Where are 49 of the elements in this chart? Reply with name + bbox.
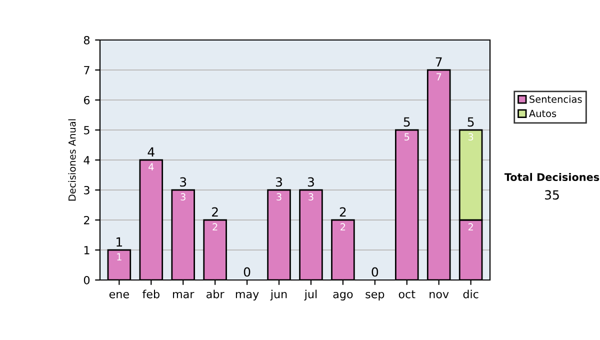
y-tick-label: 4 (84, 156, 90, 164)
y-tick-label: 3 (84, 186, 90, 194)
y-tick-label: 6 (84, 96, 90, 104)
y-tick-label: 8 (84, 36, 90, 44)
x-tick-label: ene (109, 292, 129, 298)
text: Total Decisiones (504, 172, 600, 182)
legend-label: Sentencias (530, 95, 582, 103)
x-tick-label: feb (142, 290, 160, 298)
y-tick-label: 2 (84, 216, 90, 224)
data-label: 2 (212, 223, 218, 230)
total-label: 2 (212, 207, 218, 216)
legend-label: Autos (529, 110, 556, 118)
data-label: 3 (308, 193, 314, 201)
total-label: 3 (180, 177, 186, 187)
x-tick-label: abr (206, 290, 224, 298)
total-label: 7 (436, 57, 442, 66)
data-label: 4 (148, 163, 154, 170)
total-label: 0 (244, 267, 250, 277)
data-label: 1 (117, 253, 122, 260)
total-label: 2 (340, 207, 346, 216)
data-label: 3 (468, 133, 474, 141)
x-tick-label: sep (366, 292, 384, 300)
total-label: 4 (148, 147, 154, 156)
y-axis-title: Decisiones Anual (68, 119, 76, 201)
data-label: 7 (436, 73, 442, 80)
data-label: 5 (404, 133, 410, 141)
x-tick-label: jul (304, 290, 317, 300)
total-label: 0 (372, 267, 378, 277)
total-label: 1 (116, 237, 122, 246)
x-tick-label: dic (463, 290, 478, 298)
total-label: 5 (468, 117, 474, 127)
x-tick-label: nov (430, 292, 449, 298)
y-tick-label: 1 (84, 246, 90, 254)
y-tick-label: 5 (84, 126, 90, 134)
x-tick-label: oct (398, 290, 416, 298)
x-tick-label: mar (173, 292, 194, 298)
data-label: 2 (468, 223, 473, 230)
x-tick-label: jun (270, 290, 287, 300)
y-tick-label: 7 (84, 66, 90, 74)
data-label: 2 (340, 223, 346, 230)
text: 35 (545, 190, 559, 200)
data-label: 3 (276, 193, 282, 201)
total-label: 5 (404, 117, 410, 127)
x-tick-label: may (236, 292, 259, 300)
total-label: 3 (276, 177, 282, 187)
total-label: 3 (308, 177, 314, 187)
data-label: 3 (180, 193, 186, 201)
x-tick-label: ago (333, 292, 353, 300)
y-tick-label: 0 (84, 276, 90, 284)
